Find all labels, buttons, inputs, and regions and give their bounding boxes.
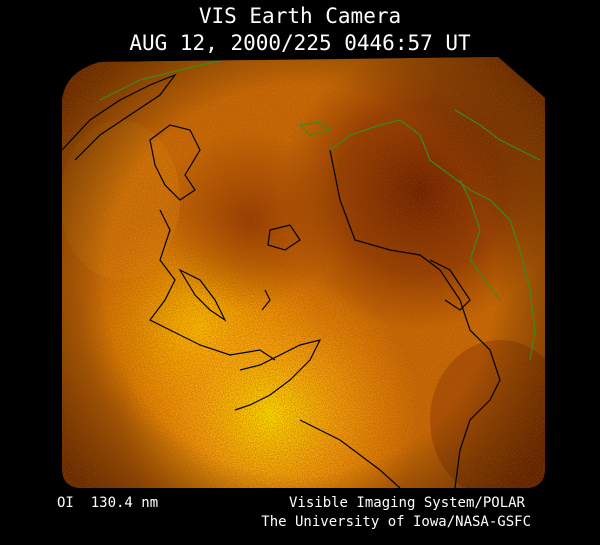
wavelength: OI 130.4 nm (57, 495, 158, 511)
timestamp: AUG 12, 2000/225 0446:57 UT (129, 31, 471, 55)
instrument: Visible Imaging System/POLAR (289, 495, 526, 511)
institution: The University of Iowa/NASA-GSFC (261, 514, 531, 530)
title: VIS Earth Camera (199, 4, 401, 28)
green-coastlines (99, 57, 541, 361)
coastlines (62, 73, 501, 488)
aurora-image (62, 57, 545, 488)
